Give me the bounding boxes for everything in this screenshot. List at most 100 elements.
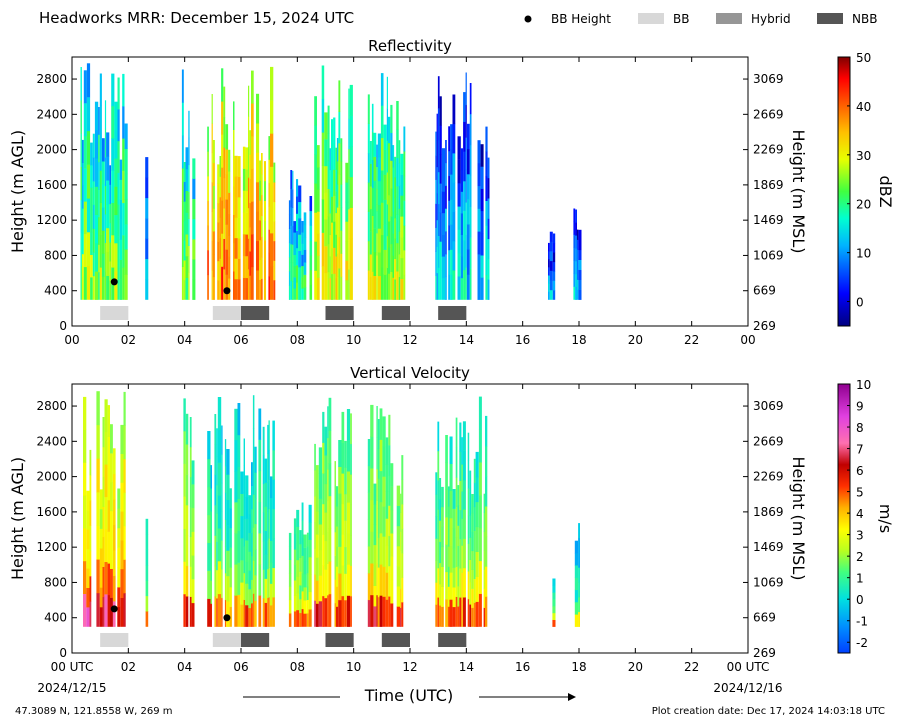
colorbar-tick-label: 3 [856,529,864,543]
heatmap-cell [301,288,304,300]
heatmap-cell [261,194,263,217]
heatmap-cell [225,274,229,300]
heatmap-cell [578,567,580,583]
heatmap-cell [288,242,291,258]
heatmap-cell [110,482,113,512]
heatmap-cell [252,395,255,429]
heatmap-cell [301,221,304,233]
heatmap-cell [367,240,370,271]
heatmap-cell [480,210,484,234]
heatmap-cell [338,440,342,467]
heatmap-cell [367,123,370,154]
heatmap-cell [335,234,337,257]
heatmap-cell [549,270,553,281]
heatmap-cell [248,589,251,609]
heatmap-cell [292,244,294,264]
heatmap-cell [329,256,331,279]
heatmap-cell [449,463,453,492]
heatmap-cell [321,132,325,166]
heatmap-cell [380,137,384,171]
heatmap-cell [303,534,307,548]
heatmap-cell [460,234,463,257]
heatmap-cell [317,277,320,300]
heatmap-cell [317,145,320,168]
heatmap-cell [181,201,184,235]
heatmap-cell [396,525,401,547]
heatmap-cell [376,188,378,212]
legend-label: NBB [852,12,877,26]
heatmap-cell [394,197,397,219]
heatmap-cell [448,175,451,201]
heatmap-cell [577,229,579,240]
heatmap-cell [293,265,296,278]
heatmap-cell [573,260,576,274]
heatmap-cell [107,563,110,596]
heatmap-cell [183,594,186,627]
heatmap-cell [435,251,437,276]
heatmap-cell [94,101,99,131]
heatmap-cell [478,495,482,529]
heatmap-cell [207,598,211,627]
heatmap-cell [392,167,395,190]
heatmap-cell [394,177,397,198]
heatmap-cell [290,281,293,300]
heatmap-cell [228,192,231,215]
heatmap-cell [104,242,107,272]
heatmap-cell [296,609,300,627]
heatmap-cell [224,439,227,467]
heatmap-cell [268,136,270,160]
heatmap-cell [379,533,383,565]
heatmap-cell [269,519,273,541]
heatmap-cell [248,269,250,300]
heatmap-cell [217,203,220,223]
heatmap-cell [90,254,93,278]
colorbar-tick-label: 9 [856,400,864,414]
heatmap-cell [575,209,577,223]
heatmap-cell [273,182,276,203]
heatmap-cell [376,166,378,190]
heatmap-cell [233,129,235,159]
heatmap-cell [102,536,105,567]
heatmap-cell [445,254,447,278]
heatmap-cell [99,235,102,268]
heatmap-cell [259,180,261,201]
heatmap-cell [369,186,372,210]
heatmap-cell [447,586,450,607]
heatmap-cell [377,567,380,598]
heatmap-cell [452,94,456,125]
heatmap-cell [298,267,302,284]
heatmap-cell [249,154,251,179]
heatmap-cell [469,559,472,583]
heatmap-cell [145,565,149,581]
heatmap-cell [349,207,353,239]
heatmap-cell [386,108,388,141]
y-tick-label: 800 [44,575,67,589]
heatmap-cell [119,219,123,240]
heatmap-cell [268,567,270,598]
heatmap-cell [267,482,269,512]
heatmap-cell [314,125,317,155]
heatmap-cell [324,192,328,220]
heatmap-cell [485,200,488,226]
heatmap-cell [334,532,336,556]
heatmap-cell [485,506,488,537]
heatmap-cell [370,594,374,627]
heatmap-cell [392,189,395,212]
heatmap-cell [117,267,120,300]
heatmap-cell [396,129,399,159]
heatmap-cell [455,566,458,597]
heatmap-cell [487,238,490,260]
heatmap-cell [224,519,227,547]
heatmap-cell [331,273,334,300]
heatmap-cell [392,233,395,256]
heatmap-cell [394,156,397,178]
heatmap-cell [344,493,347,521]
heatmap-cell [181,69,184,103]
heatmap-cell [573,208,576,222]
colorbar-tick-label: 2 [856,550,864,564]
heatmap-cell [192,239,196,260]
heatmap-cell [441,234,446,257]
heatmap-cell [251,485,253,510]
heatmap-cell [485,476,488,507]
heatmap-cell [460,148,463,171]
